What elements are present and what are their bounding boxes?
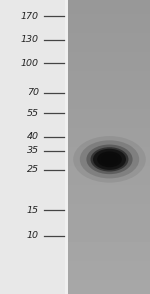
Text: 40: 40 [27,132,39,141]
Bar [65,0,68,294]
Text: 25: 25 [27,165,39,174]
Text: 15: 15 [27,206,39,215]
Ellipse shape [101,154,118,165]
Text: 130: 130 [21,35,39,44]
Ellipse shape [86,145,133,174]
Bar [66,0,150,294]
Ellipse shape [80,140,139,178]
Ellipse shape [91,147,128,171]
Text: 35: 35 [27,146,39,155]
Text: 170: 170 [21,12,39,21]
Text: 70: 70 [27,88,39,97]
Ellipse shape [73,136,146,183]
Ellipse shape [97,151,122,167]
Text: 55: 55 [27,109,39,118]
Ellipse shape [93,149,126,170]
Text: 100: 100 [21,59,39,68]
Text: 10: 10 [27,231,39,240]
Bar [0,0,66,294]
